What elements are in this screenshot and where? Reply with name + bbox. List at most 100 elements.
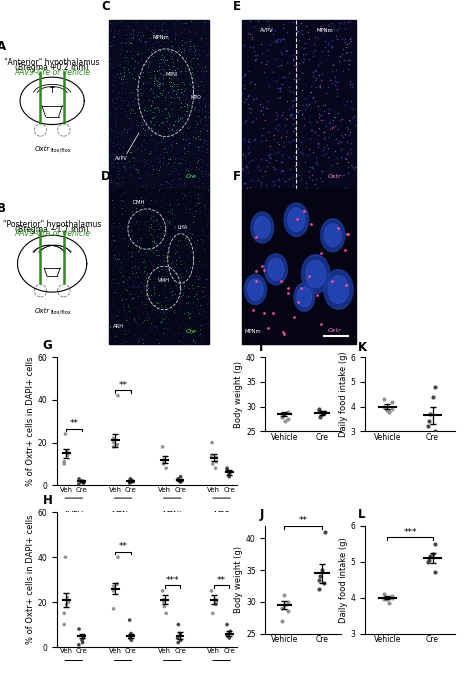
Point bbox=[110, 311, 118, 321]
Point bbox=[183, 106, 191, 117]
Point bbox=[129, 49, 137, 60]
Point bbox=[177, 250, 184, 261]
Point bbox=[147, 324, 155, 335]
Point bbox=[159, 323, 167, 334]
Point bbox=[151, 111, 158, 121]
Point bbox=[139, 268, 146, 278]
Point bbox=[139, 119, 147, 129]
Point bbox=[152, 190, 159, 201]
Point bbox=[186, 79, 194, 90]
Point bbox=[167, 257, 174, 268]
Point bbox=[137, 195, 145, 206]
Point bbox=[167, 46, 174, 57]
Point bbox=[165, 112, 173, 123]
Point bbox=[336, 115, 344, 125]
Point bbox=[156, 307, 164, 317]
Point bbox=[201, 210, 209, 220]
Point bbox=[201, 100, 209, 111]
Point bbox=[115, 142, 123, 153]
Point bbox=[110, 141, 118, 152]
Text: Oxtr: Oxtr bbox=[328, 328, 342, 333]
Point bbox=[171, 33, 179, 44]
Point bbox=[192, 288, 200, 299]
Point bbox=[169, 257, 177, 268]
Point bbox=[187, 43, 195, 54]
Point bbox=[312, 152, 319, 162]
Point bbox=[151, 73, 158, 84]
Point bbox=[180, 116, 187, 127]
Point bbox=[147, 317, 155, 328]
Point bbox=[158, 284, 165, 295]
Point bbox=[321, 36, 329, 47]
Point bbox=[128, 86, 136, 97]
Point bbox=[167, 83, 175, 94]
Point bbox=[244, 148, 252, 159]
Point bbox=[201, 200, 209, 210]
Point bbox=[182, 233, 190, 244]
Point bbox=[163, 266, 170, 277]
Text: ***: *** bbox=[165, 576, 179, 584]
Point bbox=[157, 135, 165, 146]
Point bbox=[113, 130, 121, 141]
Point bbox=[284, 27, 292, 38]
Point bbox=[314, 137, 321, 148]
Point bbox=[134, 310, 142, 321]
Point bbox=[291, 147, 299, 158]
Point bbox=[176, 112, 184, 123]
Point bbox=[123, 222, 130, 233]
Point bbox=[168, 41, 176, 52]
Point bbox=[166, 206, 174, 217]
Point bbox=[128, 247, 136, 257]
Point bbox=[121, 325, 128, 336]
Point bbox=[157, 302, 164, 313]
Point bbox=[127, 214, 134, 225]
Point bbox=[109, 235, 117, 245]
Point bbox=[196, 211, 203, 222]
Point bbox=[95, 288, 103, 299]
Point bbox=[127, 32, 134, 43]
Point bbox=[200, 290, 207, 301]
Point bbox=[159, 34, 167, 44]
Point bbox=[147, 221, 155, 232]
Circle shape bbox=[324, 224, 341, 247]
Point bbox=[140, 154, 148, 164]
Point bbox=[164, 87, 172, 98]
Point bbox=[174, 113, 182, 123]
Point bbox=[171, 212, 179, 223]
Point bbox=[266, 25, 273, 36]
Point bbox=[137, 281, 144, 292]
Point bbox=[203, 139, 211, 150]
Point bbox=[126, 282, 134, 293]
Point bbox=[158, 312, 166, 323]
Point bbox=[106, 257, 114, 268]
Point bbox=[135, 49, 142, 59]
Point bbox=[162, 322, 169, 333]
Point bbox=[153, 216, 161, 226]
Point bbox=[137, 8, 145, 19]
Point bbox=[178, 290, 185, 301]
Point bbox=[181, 17, 188, 28]
Point bbox=[319, 150, 327, 160]
Point bbox=[161, 142, 169, 153]
Point bbox=[197, 259, 204, 270]
Point bbox=[138, 326, 146, 337]
Point bbox=[161, 304, 169, 315]
Point bbox=[246, 41, 254, 52]
Point bbox=[110, 208, 118, 219]
Point bbox=[165, 125, 173, 135]
Point bbox=[125, 88, 132, 98]
Point bbox=[196, 115, 204, 125]
Point bbox=[314, 138, 322, 149]
Point bbox=[146, 327, 154, 338]
Point bbox=[145, 77, 152, 88]
Point bbox=[288, 172, 295, 183]
Point bbox=[271, 148, 279, 159]
Point bbox=[278, 603, 285, 613]
Point bbox=[223, 619, 231, 630]
Point bbox=[202, 146, 210, 157]
Point bbox=[151, 326, 159, 337]
Point bbox=[424, 421, 432, 432]
Point bbox=[271, 179, 278, 190]
Point bbox=[182, 63, 189, 73]
Point bbox=[110, 154, 118, 165]
